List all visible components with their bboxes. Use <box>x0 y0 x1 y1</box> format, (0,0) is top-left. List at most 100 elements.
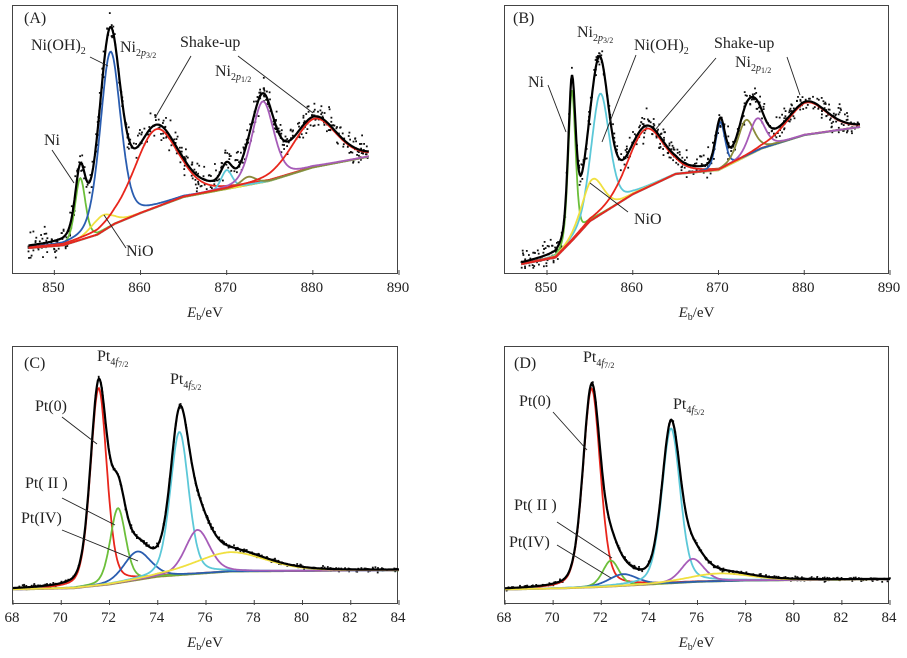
data-point <box>349 138 351 141</box>
data-point <box>829 117 832 120</box>
panel-label-d: (D) <box>514 355 537 372</box>
data-point <box>30 584 33 587</box>
data-point <box>832 112 835 115</box>
data-point <box>758 573 761 576</box>
data-point <box>548 582 551 585</box>
data-point <box>533 265 536 267</box>
data-point <box>33 584 35 587</box>
data-point <box>797 96 799 98</box>
data-point <box>186 156 189 159</box>
data-point <box>268 91 271 94</box>
data-point <box>681 165 683 168</box>
data-point <box>323 124 326 126</box>
data-point <box>522 254 525 256</box>
data-point <box>655 135 658 138</box>
data-point <box>173 138 176 141</box>
data-point <box>762 105 765 108</box>
data-point <box>820 116 823 119</box>
data-point <box>644 129 647 132</box>
data-point <box>551 244 554 247</box>
data-point <box>754 100 757 103</box>
annotation-ni: Ni <box>528 74 544 91</box>
data-point <box>242 161 244 164</box>
data-point <box>274 128 277 130</box>
component-curve <box>521 118 861 266</box>
data-point <box>135 143 137 145</box>
data-point <box>337 142 339 145</box>
data-point <box>359 143 361 145</box>
data-point <box>793 117 796 120</box>
data-point <box>162 122 164 124</box>
data-point <box>360 147 362 150</box>
data-point <box>263 87 265 90</box>
data-point <box>761 117 763 120</box>
data-point <box>658 146 660 149</box>
x-tick-label: 880 <box>792 280 815 296</box>
data-point <box>343 137 346 140</box>
annotation-ni2p12: Ni2p1/2 <box>735 54 772 75</box>
envelope-curve <box>520 55 860 264</box>
data-point <box>165 117 167 119</box>
data-point <box>35 236 38 239</box>
data-point <box>274 120 277 122</box>
data-point <box>330 116 333 119</box>
data-point <box>668 156 671 159</box>
panel-label-b: (B) <box>513 10 535 27</box>
data-point <box>709 172 712 175</box>
data-point <box>79 155 81 158</box>
data-point <box>313 124 316 127</box>
data-point <box>667 152 670 155</box>
data-point <box>210 175 212 177</box>
data-point <box>668 144 671 147</box>
data-point <box>597 60 600 63</box>
data-point <box>190 174 193 177</box>
data-point <box>856 125 859 127</box>
data-point <box>76 169 78 172</box>
data-point <box>830 126 833 129</box>
data-point <box>702 154 705 157</box>
data-point <box>826 576 829 579</box>
plot-area-b <box>504 5 891 275</box>
data-point <box>796 576 799 578</box>
data-point <box>64 247 67 250</box>
component-curve <box>28 127 370 249</box>
data-point <box>89 174 92 176</box>
data-point <box>545 265 548 267</box>
plot-area-a <box>12 5 400 275</box>
data-point <box>313 108 316 111</box>
data-point <box>806 104 809 106</box>
data-point <box>18 585 21 588</box>
panel-label-c: (C) <box>24 355 46 372</box>
data-point <box>783 117 786 120</box>
data-point <box>328 108 331 111</box>
data-point <box>323 566 326 569</box>
data-point <box>543 248 545 250</box>
data-point <box>648 120 651 123</box>
data-point <box>220 166 222 169</box>
annotation-ni-oh2: Ni(OH)2 <box>634 37 689 57</box>
data-point <box>246 129 249 132</box>
data-point <box>203 183 206 186</box>
data-point <box>756 108 759 110</box>
x-tick-label: 880 <box>300 280 324 296</box>
data-point <box>571 66 573 69</box>
data-point <box>543 241 546 243</box>
data-point <box>33 583 36 585</box>
data-point <box>342 143 345 146</box>
data-point <box>233 544 235 547</box>
data-point <box>199 185 202 188</box>
data-point <box>275 110 278 113</box>
data-point <box>157 545 160 548</box>
data-point <box>824 101 827 104</box>
data-point <box>789 110 792 113</box>
data-point <box>377 567 379 569</box>
data-point <box>42 256 44 258</box>
data-point <box>216 179 219 182</box>
x-tick-label: 72 <box>592 610 608 626</box>
data-point <box>333 124 336 127</box>
data-point <box>365 145 368 148</box>
data-point <box>754 87 756 90</box>
data-point <box>357 161 360 164</box>
data-point <box>730 150 732 152</box>
data-point <box>91 160 94 163</box>
